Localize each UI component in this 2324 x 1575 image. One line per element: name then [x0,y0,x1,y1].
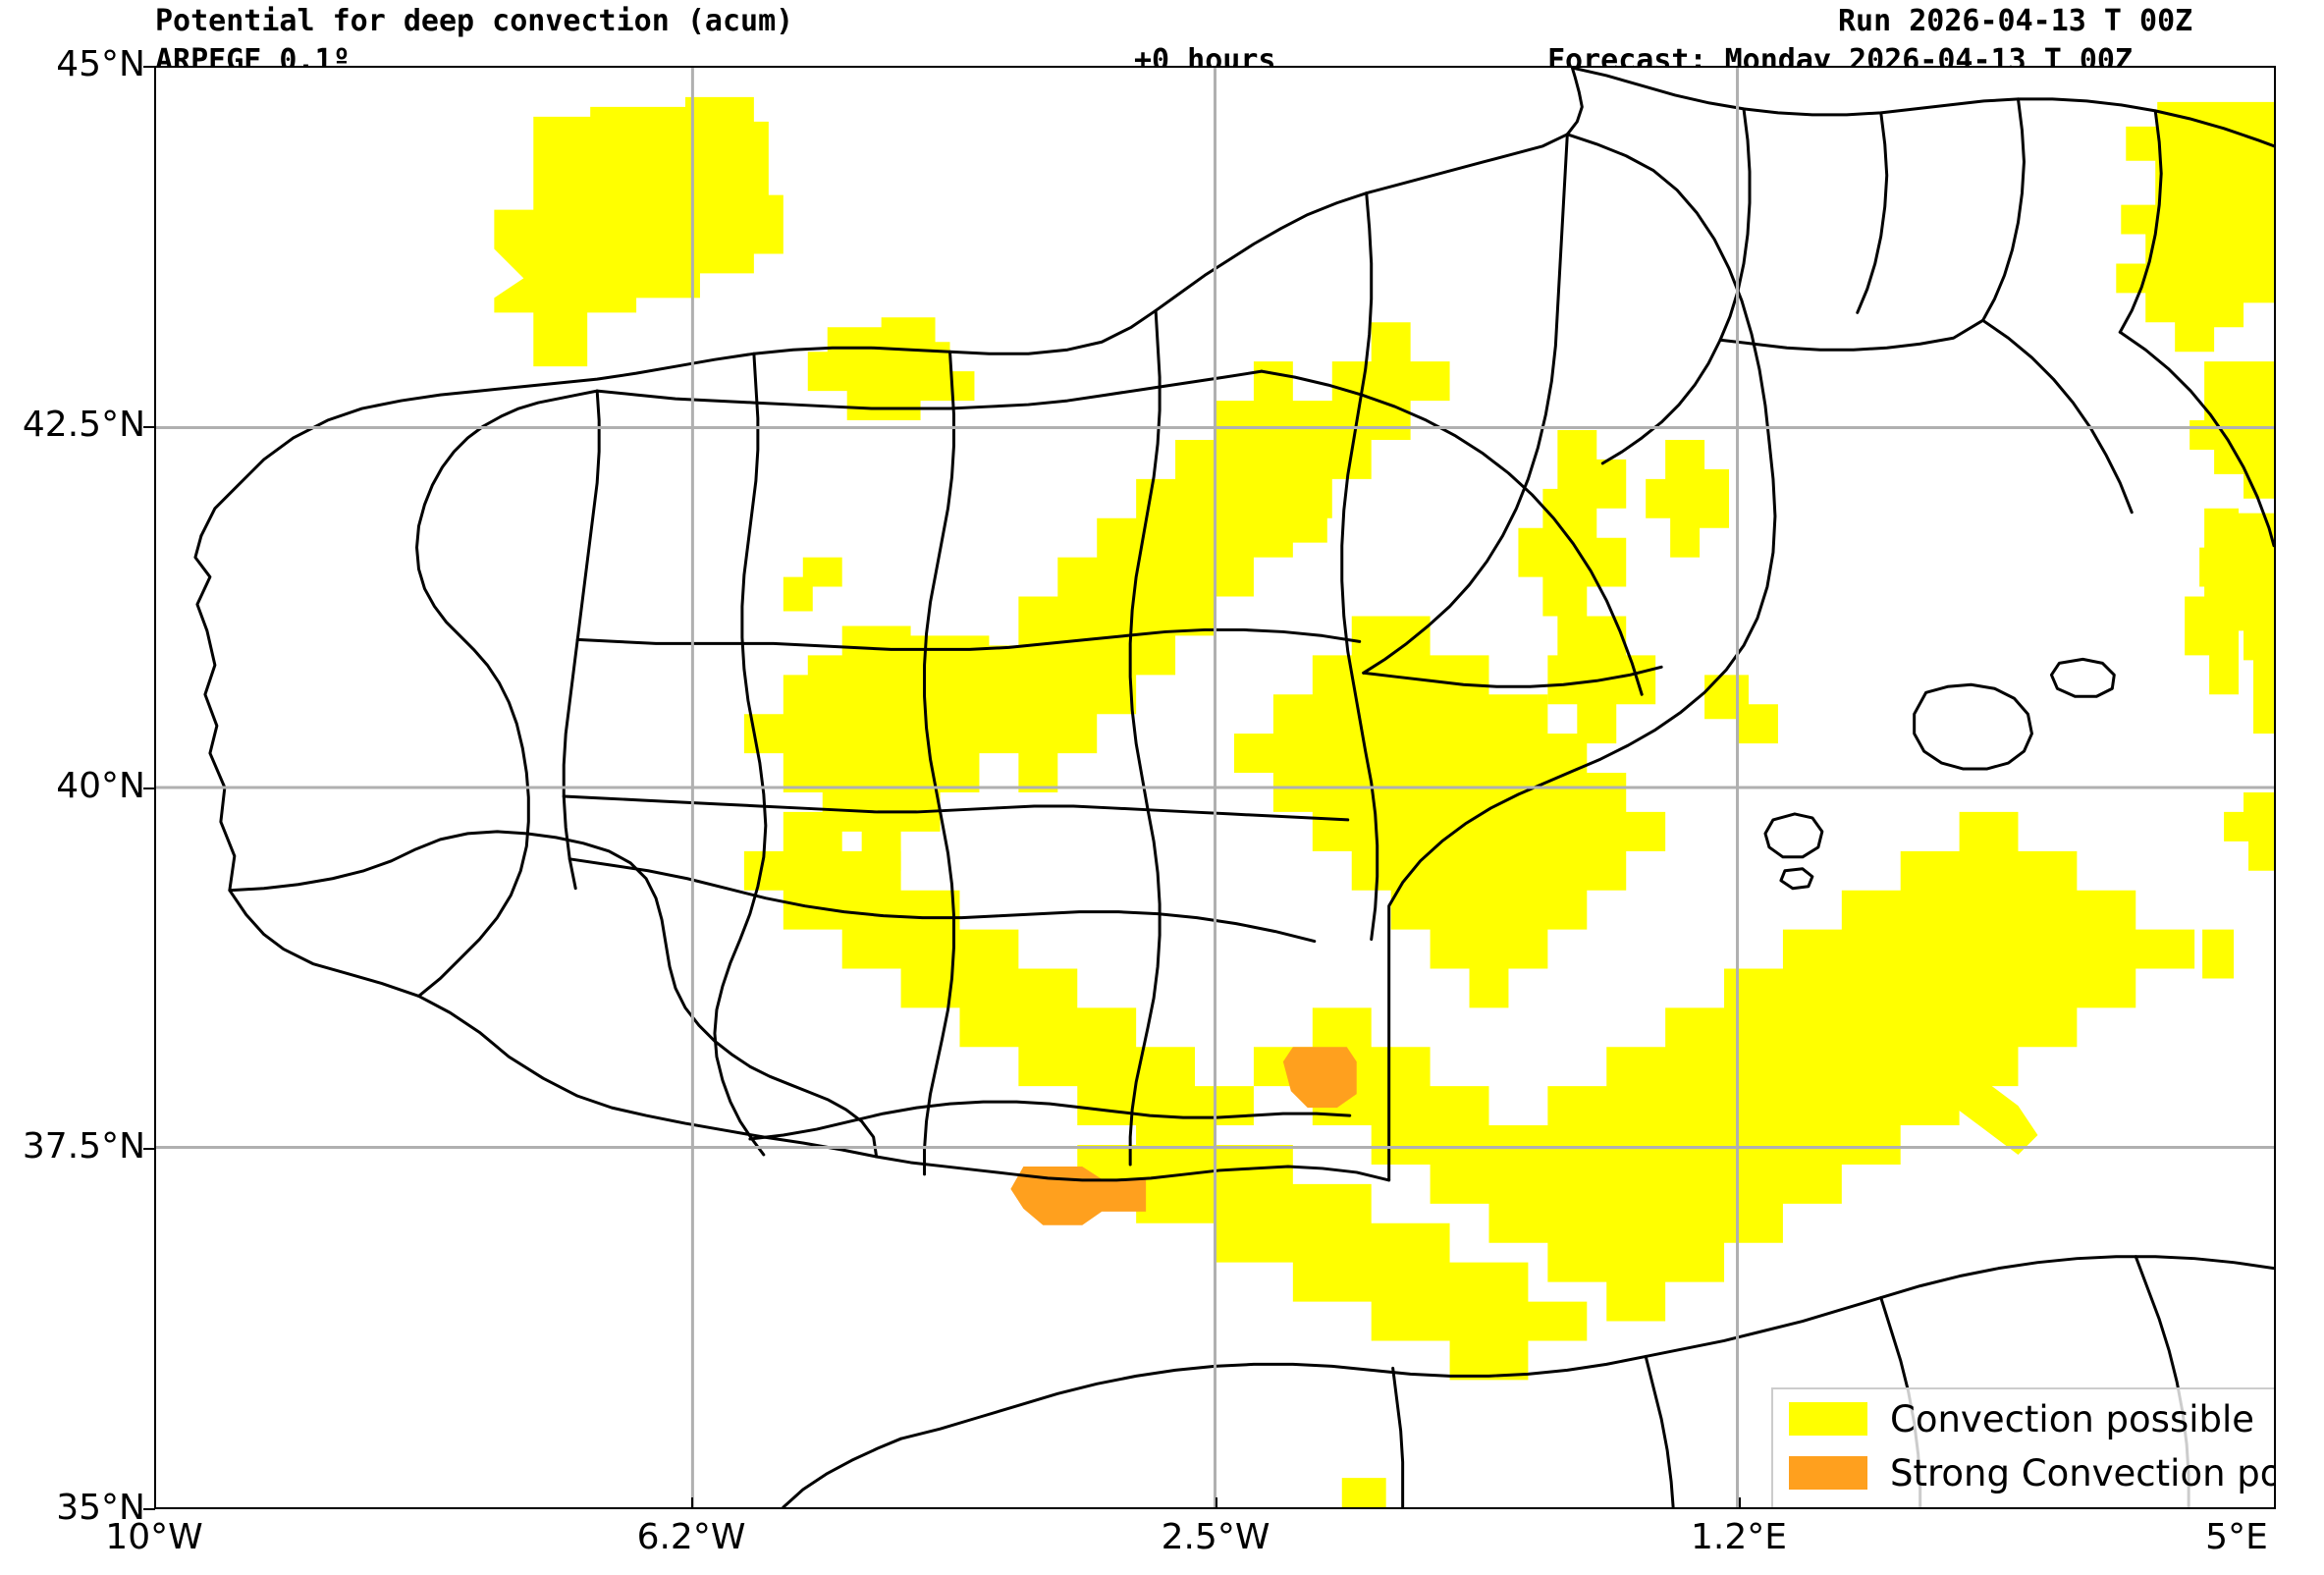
map-graphic [156,68,2274,1507]
y-tick-mark-40N [143,788,155,789]
legend-item-strong-convection-possible: Strong Convection possible [1789,1451,2274,1494]
y-tick-label-37_5N: 37.5°N [22,1126,145,1167]
coastline-and-borders [193,68,2274,1507]
legend-swatch-yellow [1789,1402,1867,1436]
y-tick-label-35N: 35°N [56,1488,145,1528]
legend-label-0: Convection possible [1890,1397,2255,1440]
x-tick-label-5E: 5°E [2205,1517,2268,1557]
y-tick-label-45N: 45°N [56,44,145,84]
x-tick-mark-2_5W [1216,1497,1217,1509]
x-tick-mark-1_2E [1739,1497,1741,1509]
map-title: Potential for deep convection (acum) [155,4,794,38]
x-tick-label-1_2E: 1.2°E [1691,1517,1787,1557]
y-tick-mark-42_5N [143,426,155,428]
legend-item-convection-possible: Convection possible [1789,1397,2254,1440]
y-tick-label-42_5N: 42.5°N [22,405,145,445]
legend-label-1: Strong Convection possible [1890,1451,2274,1494]
convection-possible-layer [494,96,2274,1507]
map-canvas[interactable]: Convection possible Strong Convection po… [154,66,2276,1509]
x-tick-mark-6_2W [691,1497,693,1509]
run-time-label: Run 2026-04-13 T 00Z [1838,4,2193,38]
y-tick-mark-37_5N [143,1148,155,1150]
x-tick-mark-5E [2274,1497,2276,1509]
legend-swatch-orange [1789,1456,1867,1490]
graticule [156,68,2274,1507]
map-legend: Convection possible Strong Convection po… [1771,1387,2276,1510]
y-tick-mark-45N [143,66,155,68]
legend-item-severe-convection-possible: Severe Convection possible [1789,1505,2276,1510]
x-tick-label-10W: 10°W [105,1517,203,1557]
y-tick-label-40N: 40°N [56,766,145,806]
x-tick-label-2_5W: 2.5°W [1161,1517,1270,1557]
x-tick-mark-10W [154,1497,156,1509]
y-tick-mark-35N [143,1508,155,1510]
legend-label-2: Severe Convection possible [1890,1509,2276,1510]
x-tick-label-6_2W: 6.2°W [636,1517,746,1557]
